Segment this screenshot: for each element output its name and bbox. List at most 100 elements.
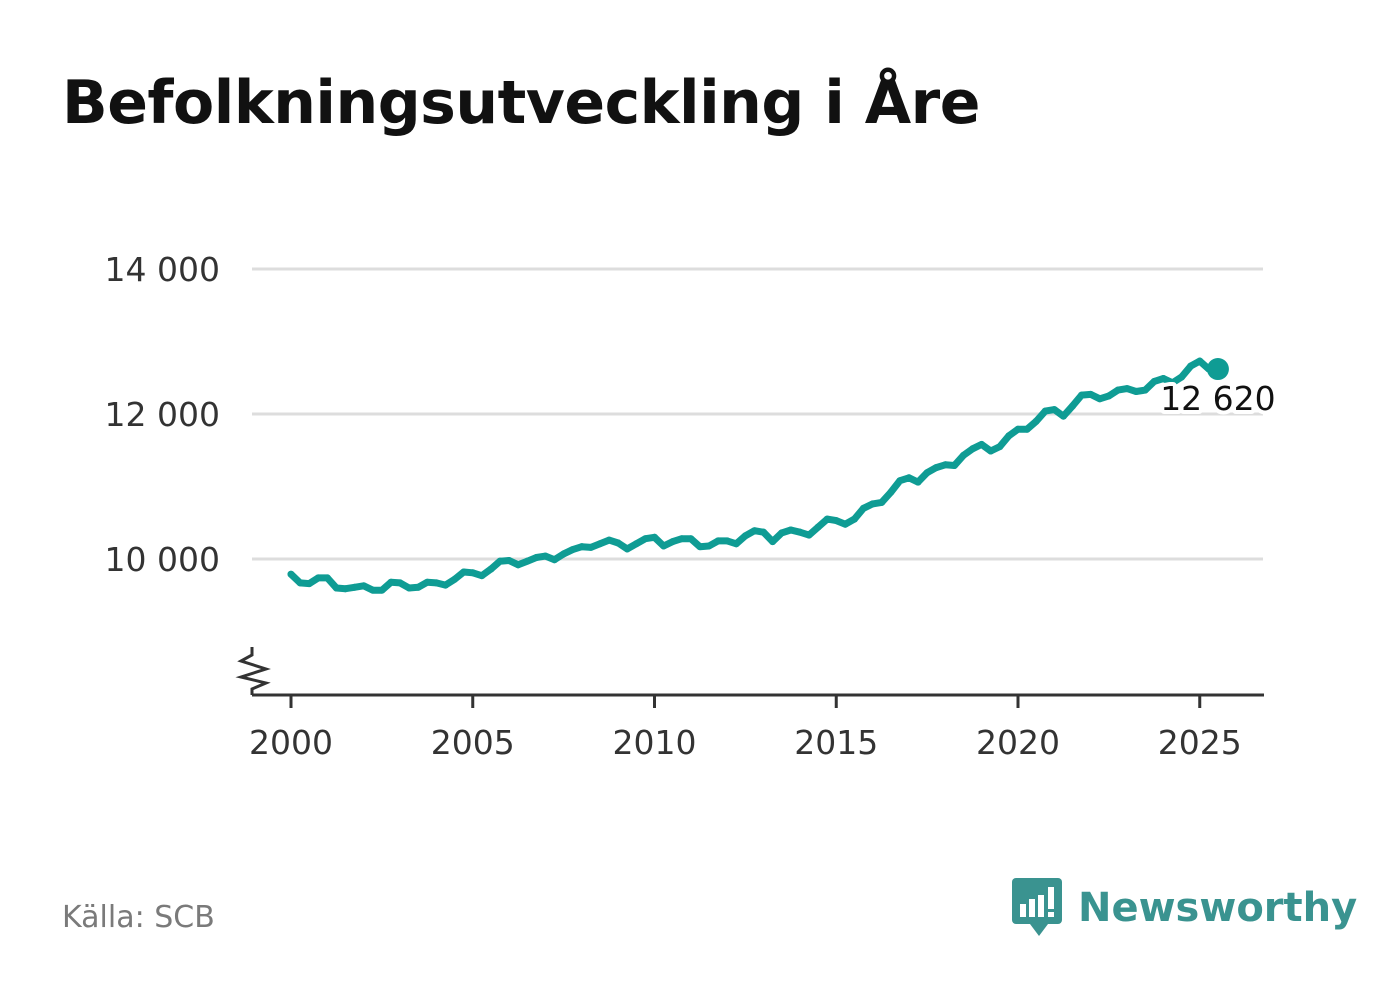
data-point: [305, 580, 313, 588]
x-tick-label: 2000: [249, 723, 333, 762]
data-point: [714, 537, 722, 545]
data-point: [532, 554, 540, 562]
x-tick-label: 2020: [976, 723, 1060, 762]
data-point: [487, 565, 495, 573]
data-point: [296, 579, 304, 587]
x-tick-label: 2015: [794, 723, 878, 762]
data-point: [660, 542, 668, 550]
data-point: [705, 542, 713, 550]
data-point: [869, 500, 877, 508]
data-point: [1023, 425, 1031, 433]
data-point: [569, 546, 577, 554]
data-point: [959, 451, 967, 459]
data-point: [1114, 386, 1122, 394]
data-point: [887, 488, 895, 496]
data-point: [823, 515, 831, 523]
data-point: [551, 556, 559, 564]
data-point: [514, 561, 522, 569]
data-point: [696, 543, 704, 551]
end-value-label: 12 620: [1160, 379, 1275, 418]
data-point: [451, 575, 459, 583]
data-point: [1123, 385, 1131, 393]
y-tick-label: 12 000: [105, 395, 220, 434]
x-tick-label: 2025: [1158, 723, 1242, 762]
data-point: [1196, 357, 1204, 365]
data-point: [1168, 379, 1176, 387]
data-point: [778, 529, 786, 537]
x-tick-label: 2010: [613, 723, 697, 762]
data-point: [342, 585, 350, 593]
data-point: [750, 527, 758, 535]
data-point: [432, 579, 440, 587]
data-point: [832, 517, 840, 525]
data-point: [378, 586, 386, 594]
series-layer: [287, 357, 1222, 594]
data-point: [441, 581, 449, 589]
x-tick-label: 2005: [431, 723, 515, 762]
data-point: [732, 540, 740, 548]
brand-logo: Newsworthy: [1012, 878, 1357, 938]
data-point: [978, 440, 986, 448]
data-point: [478, 572, 486, 580]
data-point: [387, 578, 395, 586]
data-point: [578, 543, 586, 551]
data-point: [369, 586, 377, 594]
gridlines: [252, 267, 1263, 561]
data-point: [1178, 373, 1186, 381]
data-point: [460, 568, 468, 576]
data-point: [860, 504, 868, 512]
data-point: [360, 582, 368, 590]
data-point: [787, 526, 795, 534]
data-point: [587, 543, 595, 551]
data-point: [523, 557, 531, 565]
y-tick-label: 14 000: [105, 250, 220, 289]
data-point: [1132, 388, 1140, 396]
data-point: [1096, 395, 1104, 403]
data-point: [996, 443, 1004, 451]
data-point: [332, 584, 340, 592]
data-point: [351, 583, 359, 591]
data-point: [905, 474, 913, 482]
data-point: [914, 478, 922, 486]
data-point: [614, 539, 622, 547]
data-point: [969, 445, 977, 453]
data-point: [678, 535, 686, 543]
y-axis-ticks: 10 000 12 000 14 000: [105, 250, 220, 579]
data-point: [405, 584, 413, 592]
data-point: [541, 552, 549, 560]
data-point: [623, 545, 631, 553]
data-point: [1187, 362, 1195, 370]
data-point: [469, 569, 477, 577]
data-point: [596, 540, 604, 548]
data-point: [605, 536, 613, 544]
data-point: [987, 447, 995, 455]
y-tick-label: 10 000: [105, 540, 220, 579]
data-point: [1087, 390, 1095, 398]
data-point: [1005, 432, 1013, 440]
chart-title: Befolkningsutveckling i Åre: [62, 68, 980, 138]
end-point-marker: [1206, 358, 1229, 381]
data-point: [723, 537, 731, 545]
data-point: [1141, 386, 1149, 394]
data-point: [941, 461, 949, 469]
data-point: [850, 515, 858, 523]
data-point: [505, 556, 513, 564]
data-point: [805, 531, 813, 539]
data-point: [841, 520, 849, 528]
data-point: [950, 461, 958, 469]
x-axis-ticks: 2000 2005 2010 2015 2020 2025: [249, 695, 1242, 762]
y-axis-break-marker: [235, 647, 271, 695]
data-point: [760, 528, 768, 536]
data-point: [796, 528, 804, 536]
data-point: [651, 533, 658, 541]
data-point: [932, 464, 940, 472]
data-point: [496, 557, 504, 565]
x-axis: [235, 647, 1264, 697]
data-point: [1032, 417, 1040, 425]
data-point: [1105, 392, 1113, 400]
data-point: [1014, 425, 1022, 433]
data-point: [769, 538, 777, 546]
data-point: [560, 550, 568, 558]
brand-name: Newsworthy: [1078, 885, 1358, 931]
